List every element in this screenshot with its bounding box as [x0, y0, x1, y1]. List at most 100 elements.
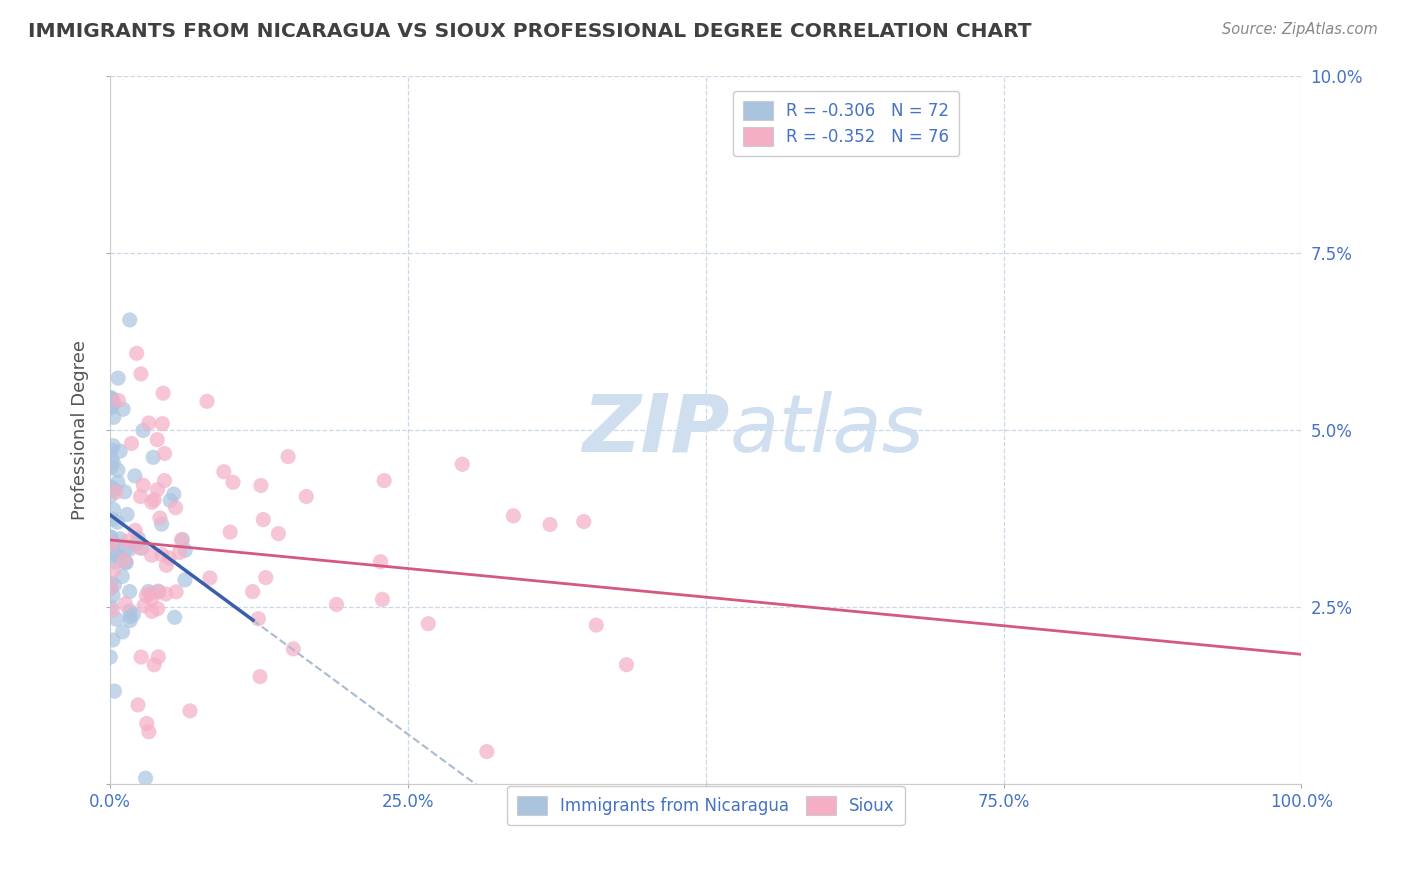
Point: [100, 599, 122, 614]
Point: [373, 474, 395, 488]
Point: [129, 650, 152, 665]
Point: [108, 444, 131, 458]
Point: [163, 487, 186, 501]
Point: [100, 581, 122, 595]
Point: [174, 573, 197, 587]
Point: [572, 515, 595, 529]
Point: [100, 576, 122, 591]
Point: [143, 492, 166, 507]
Point: [107, 393, 129, 408]
Point: [370, 555, 392, 569]
Point: [118, 604, 141, 618]
Point: [141, 604, 163, 618]
Point: [120, 614, 142, 628]
Point: [143, 657, 166, 672]
Point: [127, 698, 149, 712]
Point: [163, 610, 186, 624]
Point: [179, 704, 201, 718]
Point: [148, 584, 170, 599]
Point: [101, 512, 124, 526]
Point: [100, 489, 122, 503]
Point: [125, 346, 148, 360]
Point: [132, 478, 155, 492]
Point: [100, 480, 122, 494]
Point: [107, 549, 129, 563]
Point: [198, 571, 221, 585]
Point: [104, 555, 127, 569]
Point: [107, 475, 129, 490]
Point: [103, 564, 125, 578]
Legend: Immigrants from Nicaragua, Sioux: Immigrants from Nicaragua, Sioux: [506, 786, 904, 825]
Point: [141, 548, 163, 562]
Point: [101, 632, 124, 647]
Point: [101, 589, 124, 603]
Point: [111, 624, 134, 639]
Point: [100, 442, 122, 457]
Point: [283, 641, 305, 656]
Point: [141, 591, 163, 606]
Point: [277, 450, 299, 464]
Point: [118, 584, 141, 599]
Point: [103, 549, 125, 563]
Point: [139, 587, 162, 601]
Point: [104, 543, 127, 558]
Point: [124, 468, 146, 483]
Point: [100, 391, 122, 405]
Point: [254, 571, 277, 585]
Point: [157, 551, 180, 566]
Point: [107, 515, 129, 529]
Point: [148, 649, 170, 664]
Point: [170, 533, 193, 547]
Point: [107, 371, 129, 385]
Point: [100, 392, 122, 406]
Point: [103, 578, 125, 592]
Point: [129, 490, 152, 504]
Point: [103, 395, 125, 409]
Point: [111, 569, 134, 583]
Point: [165, 584, 187, 599]
Point: [101, 439, 124, 453]
Text: atlas: atlas: [730, 391, 924, 468]
Point: [172, 533, 194, 547]
Point: [148, 585, 170, 599]
Point: [295, 490, 318, 504]
Point: [129, 541, 152, 555]
Text: IMMIGRANTS FROM NICARAGUA VS SIOUX PROFESSIONAL DEGREE CORRELATION CHART: IMMIGRANTS FROM NICARAGUA VS SIOUX PROFE…: [28, 22, 1032, 41]
Point: [135, 588, 157, 602]
Point: [418, 616, 440, 631]
Point: [150, 548, 173, 562]
Point: [108, 532, 131, 546]
Point: [152, 386, 174, 401]
Point: [222, 475, 245, 490]
Point: [124, 524, 146, 538]
Point: [114, 541, 136, 556]
Point: [141, 495, 163, 509]
Point: [138, 724, 160, 739]
Point: [169, 545, 191, 559]
Point: [132, 424, 155, 438]
Point: [105, 612, 128, 626]
Point: [250, 478, 273, 492]
Point: [219, 525, 242, 540]
Point: [112, 553, 135, 567]
Point: [115, 508, 138, 522]
Point: [114, 484, 136, 499]
Point: [138, 584, 160, 599]
Point: [249, 669, 271, 683]
Point: [325, 598, 347, 612]
Point: [475, 745, 498, 759]
Point: [103, 684, 125, 698]
Point: [103, 456, 125, 470]
Point: [146, 483, 169, 497]
Point: [100, 461, 122, 475]
Point: [195, 394, 218, 409]
Point: [149, 511, 172, 525]
Point: [101, 392, 124, 406]
Point: [114, 555, 136, 569]
Point: [146, 601, 169, 615]
Point: [101, 536, 124, 550]
Point: [150, 417, 173, 431]
Point: [100, 530, 122, 544]
Point: [129, 367, 152, 381]
Point: [616, 657, 638, 672]
